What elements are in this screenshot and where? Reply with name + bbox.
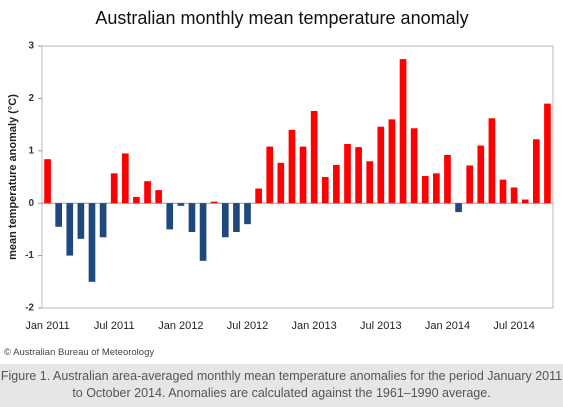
x-tick-label: Jul 2011 (94, 320, 135, 332)
caption: Figure 1. Australian area-averaged month… (0, 364, 563, 407)
bar (477, 145, 485, 204)
bar (521, 199, 529, 204)
bar (455, 203, 462, 213)
bar (355, 147, 362, 204)
x-tick-label: Jan 2011 (25, 320, 69, 332)
bar (277, 162, 285, 204)
bar (533, 139, 540, 204)
bar (166, 203, 174, 230)
y-tick-label: -2 (25, 303, 34, 314)
bar (110, 173, 118, 204)
y-tick-label: -1 (25, 250, 34, 261)
bar (177, 203, 185, 206)
bar (310, 110, 318, 204)
bar (299, 146, 307, 204)
y-tick-label: 0 (28, 198, 34, 209)
credit: © Australian Bureau of Meteorology (4, 347, 155, 358)
chart-title: Australian monthly mean temperature anom… (95, 8, 468, 28)
bar (99, 203, 107, 238)
bar (121, 153, 129, 204)
bar (333, 164, 340, 204)
bar (399, 59, 407, 204)
bar (133, 196, 140, 204)
bar (410, 128, 418, 204)
bar (88, 203, 96, 282)
y-axis-label: mean temperature anomaly (°C) (7, 94, 19, 260)
chart: Australian monthly mean temperature anom… (7, 8, 554, 332)
bar (488, 118, 496, 204)
bar (510, 187, 518, 204)
bar (499, 179, 507, 204)
bar (377, 126, 385, 204)
y-tick-label: 3 (28, 41, 34, 52)
bar (188, 203, 196, 233)
x-tick-label: Jul 2014 (493, 320, 535, 332)
bar (199, 203, 207, 261)
bar (388, 119, 396, 204)
bar (44, 159, 51, 204)
bar (366, 161, 374, 204)
bar (244, 203, 251, 225)
bar (466, 165, 474, 204)
bar (255, 188, 262, 204)
bar (544, 103, 551, 204)
bar (433, 173, 440, 204)
bar (144, 181, 151, 204)
x-tick-label: Jul 2012 (227, 320, 269, 332)
bar (288, 129, 296, 204)
bar (66, 203, 74, 256)
plot-frame (41, 45, 554, 309)
x-tick-label: Jan 2012 (158, 320, 203, 332)
x-tick-label: Jan 2013 (292, 320, 337, 332)
y-tick-label: 2 (28, 93, 34, 104)
x-tick-label: Jul 2013 (360, 320, 402, 332)
y-tick-label: 1 (28, 145, 34, 156)
bar (444, 154, 451, 204)
bar (233, 203, 240, 233)
x-tick-label: Jan 2014 (425, 320, 470, 332)
bar (266, 146, 274, 204)
bar (77, 203, 85, 239)
bar (210, 201, 218, 204)
bar (155, 190, 162, 204)
bar (55, 203, 62, 227)
bar (344, 143, 351, 204)
bar (321, 177, 329, 204)
bar (421, 175, 429, 204)
bar (221, 203, 229, 238)
